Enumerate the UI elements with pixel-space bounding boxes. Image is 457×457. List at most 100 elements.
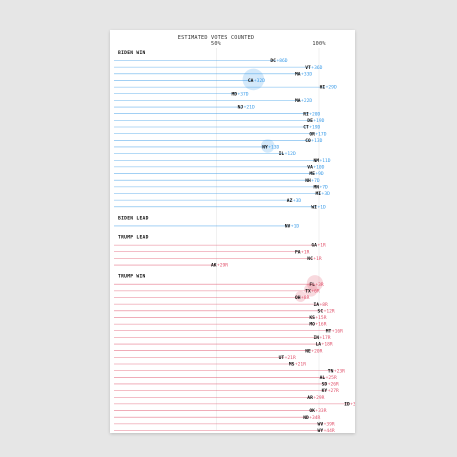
- margin-label: +33D: [301, 71, 312, 77]
- state-label: OH: [295, 295, 301, 301]
- margin-label: +86D: [276, 58, 287, 64]
- margin-label: +19D: [313, 118, 324, 124]
- margin-label: +44R: [324, 428, 335, 433]
- state-label: VA: [307, 165, 313, 171]
- margin-label: +15R: [315, 315, 326, 321]
- margin-label: +33R: [315, 408, 326, 414]
- margin-label: +18R: [322, 342, 333, 348]
- state-label: SD: [322, 382, 328, 388]
- margin-label: +8R: [320, 302, 329, 308]
- margin-label: +34R: [309, 415, 320, 421]
- margin-label: +32D: [254, 78, 265, 84]
- state-label: CA: [248, 78, 254, 84]
- section-label: TRUMP LEAD: [118, 235, 149, 241]
- margin-label: +21R: [285, 355, 296, 361]
- state-label: IN: [313, 335, 319, 341]
- votes-counted-chart: ESTIMATED VOTES COUNTED 50% 100% BIDEN W…: [114, 35, 355, 433]
- state-label: FL: [309, 282, 315, 288]
- state-label: MO: [309, 322, 315, 328]
- state-label: KS: [309, 315, 315, 321]
- state-label: UT: [279, 355, 285, 361]
- margin-label: +31R: [350, 402, 355, 408]
- state-label: IL: [279, 151, 285, 157]
- margin-label: +21D: [244, 105, 255, 111]
- state-label: SC: [318, 308, 324, 314]
- state-label: GA: [311, 243, 317, 249]
- margin-label: +16R: [332, 328, 343, 334]
- chart-title: ESTIMATED VOTES COUNTED: [178, 35, 254, 41]
- state-label: MA: [295, 71, 301, 77]
- state-label: HI: [320, 85, 326, 91]
- state-label: VT: [305, 65, 311, 71]
- state-label: AR: [307, 395, 313, 401]
- margin-label: +8R: [301, 295, 310, 301]
- state-label: TX: [305, 288, 311, 294]
- margin-label: +26R: [328, 382, 339, 388]
- state-label: PA: [295, 249, 301, 255]
- margin-label: +1D: [291, 224, 300, 230]
- margin-label: +37D: [238, 91, 249, 97]
- state-label: OK: [309, 408, 315, 414]
- margin-label: +17R: [320, 335, 331, 341]
- state-label: DC: [270, 58, 276, 64]
- margin-label: +1R: [317, 243, 326, 249]
- x-tick-50: 50%: [211, 41, 222, 47]
- x-tick-100: 100%: [312, 41, 326, 47]
- state-label: OR: [309, 131, 315, 137]
- margin-label: +13D: [311, 138, 322, 144]
- state-label: NV: [285, 224, 291, 230]
- margin-label: +1R: [301, 249, 310, 255]
- margin-label: +1R: [313, 256, 322, 262]
- margin-label: +19D: [309, 125, 320, 131]
- state-label: ND: [303, 415, 309, 421]
- state-label: NE: [305, 348, 311, 354]
- bubble-ca: [242, 68, 265, 91]
- state-label: CT: [303, 125, 309, 131]
- bubble-fl: [306, 275, 323, 292]
- state-label: WI: [311, 204, 317, 210]
- margin-label: +27R: [328, 388, 339, 394]
- state-label: MS: [289, 362, 295, 368]
- state-label: AL: [320, 375, 326, 381]
- state-label: WY: [318, 428, 324, 433]
- margin-label: +3D: [293, 198, 302, 204]
- state-label: ME: [309, 171, 315, 177]
- margin-label: +23R: [334, 368, 345, 374]
- margin-label: +7D: [311, 178, 320, 184]
- bubble-oh: [295, 291, 306, 302]
- state-label: MD: [231, 91, 237, 97]
- state-label: KY: [322, 388, 328, 394]
- margin-label: +10D: [313, 165, 324, 171]
- section-label: BIDEN WIN: [118, 50, 146, 56]
- state-label: ID: [344, 402, 350, 408]
- bubble-ny: [261, 139, 275, 153]
- state-label: MT: [326, 328, 332, 334]
- state-label: AZ: [287, 198, 293, 204]
- state-label: LA: [316, 342, 322, 348]
- state-label: CO: [305, 138, 311, 144]
- margin-label: +12R: [324, 308, 335, 314]
- margin-label: +29R: [217, 263, 228, 269]
- state-label: AK: [211, 263, 217, 269]
- margin-label: +9D: [315, 171, 324, 177]
- margin-label: +16R: [315, 322, 326, 328]
- section-label: BIDEN LEAD: [118, 215, 149, 221]
- margin-label: +29D: [326, 85, 337, 91]
- margin-label: +20R: [311, 348, 322, 354]
- section-label: TRUMP WIN: [118, 274, 146, 280]
- state-label: TN: [328, 368, 334, 374]
- bubble-tx: [304, 283, 318, 297]
- state-label: MA: [295, 98, 301, 104]
- margin-label: +36D: [311, 65, 322, 71]
- state-label: RI: [303, 111, 309, 117]
- state-label: NH: [305, 178, 311, 184]
- margin-label: +29R: [313, 395, 324, 401]
- state-label: NJ: [238, 105, 244, 111]
- margin-label: +12D: [285, 151, 296, 157]
- state-label: NY: [262, 145, 268, 151]
- state-label: MN: [313, 184, 319, 190]
- chart-card: ESTIMATED VOTES COUNTED 50% 100% BIDEN W…: [110, 30, 355, 433]
- margin-label: +7D: [320, 184, 329, 190]
- margin-label: +21R: [295, 362, 306, 368]
- state-label: DE: [307, 118, 313, 124]
